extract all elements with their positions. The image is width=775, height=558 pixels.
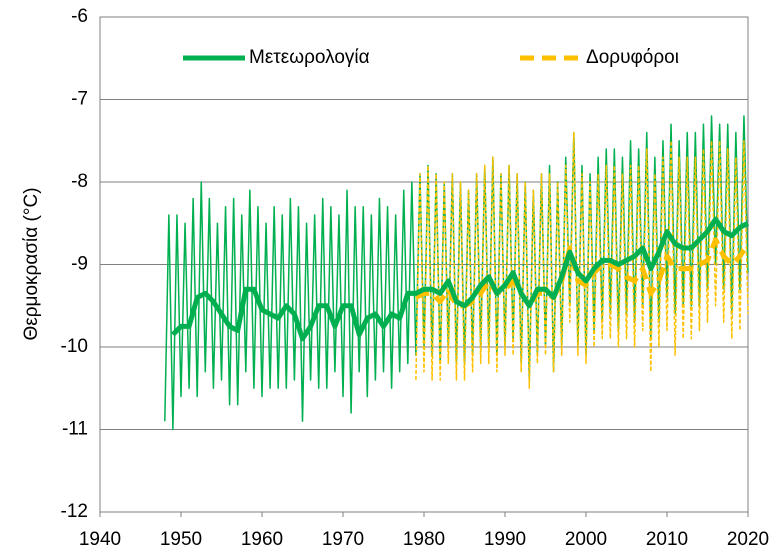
x-tick-label: 2020: [727, 529, 769, 550]
x-tick-label: 1990: [484, 529, 526, 550]
raw-line: [415, 131, 749, 389]
y-tick-label: -7: [71, 89, 88, 110]
x-tick-label: 1960: [241, 529, 283, 550]
y-tick-label: -12: [61, 501, 88, 522]
y-tick-label: -6: [71, 6, 88, 27]
smoothed-line: [171, 216, 750, 342]
legend-label: Δορυφόροι: [586, 47, 679, 68]
legend-label: Μετεωρολογία: [249, 47, 370, 68]
x-tick-label: 2000: [565, 529, 607, 550]
y-tick-label: -10: [61, 336, 88, 357]
x-tick-label: 1940: [79, 529, 121, 550]
x-tick-label: 1950: [160, 529, 202, 550]
y-tick-label: -11: [62, 419, 88, 440]
x-tick-label: 1980: [403, 529, 445, 550]
y-axis-title: Θερμοκρασία (°C): [21, 187, 42, 340]
x-tick-label: 2010: [646, 529, 688, 550]
x-tick-label: 1970: [322, 529, 364, 550]
y-tick-label: -9: [71, 254, 88, 275]
y-tick-label: -8: [71, 171, 88, 192]
